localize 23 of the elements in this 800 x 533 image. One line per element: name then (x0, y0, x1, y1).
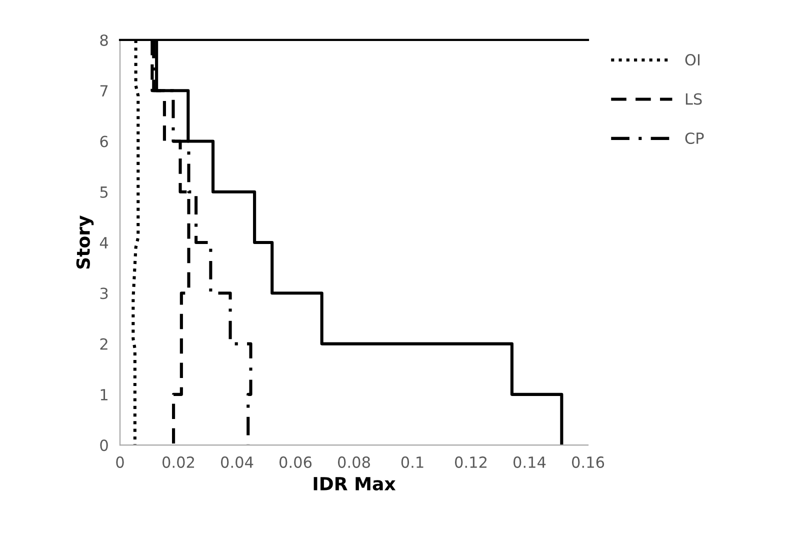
y-tick-label: 4 (100, 237, 108, 248)
y-tick-label: 6 (100, 136, 108, 148)
legend-label: CP (685, 132, 704, 144)
x-tick-label: 0.04 (221, 456, 254, 468)
x-axis-title: IDR Max (314, 477, 396, 490)
y-tick-label: 1 (100, 389, 108, 400)
x-tick-label: 0.08 (338, 456, 370, 468)
x-tick-label: 0.12 (455, 456, 486, 468)
y-tick-label: 0 (100, 440, 108, 452)
x-tick-label: 0.16 (572, 456, 604, 468)
y-tick-label: 7 (100, 85, 108, 96)
y-tick-label: 8 (100, 34, 108, 46)
y-tick-label: 5 (100, 186, 108, 198)
y-tick-label: 3 (100, 288, 108, 300)
x-tick-label: 0 (116, 456, 124, 468)
y-axis-title: Story (76, 215, 94, 269)
y-tick-label: 2 (100, 338, 108, 350)
x-tick-label: 0.02 (162, 456, 194, 468)
legend-label: OI (685, 54, 700, 66)
x-tick-label: 0.06 (280, 456, 312, 468)
x-tick-label: 0.14 (514, 456, 546, 468)
x-tick-label: 0.1 (401, 456, 424, 468)
legend-label: LS (686, 93, 702, 105)
